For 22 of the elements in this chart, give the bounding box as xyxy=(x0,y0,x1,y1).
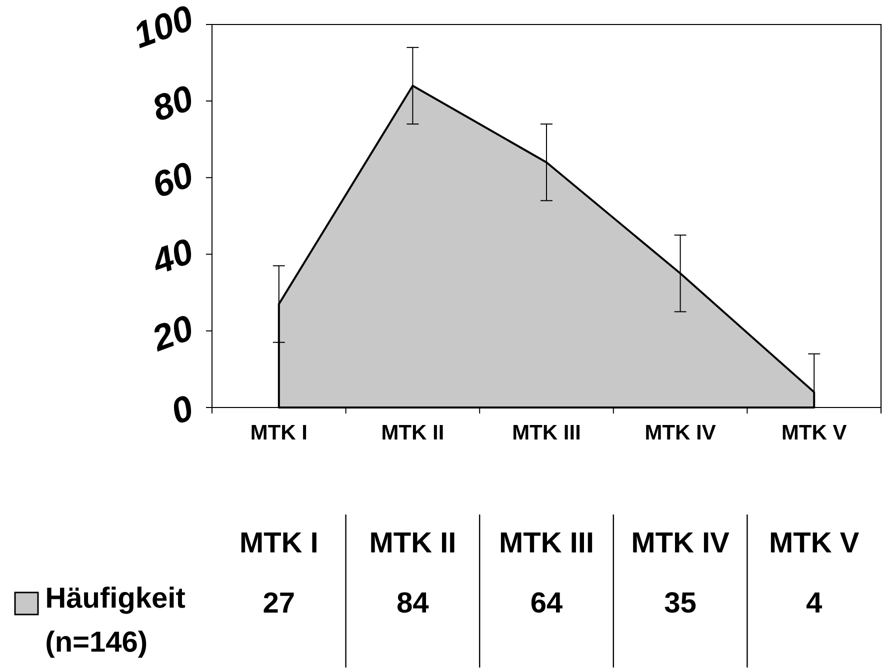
y-tick-label: 20 xyxy=(154,316,192,352)
x-tick-label: MTK V xyxy=(782,424,847,440)
x-tick-label: MTK I xyxy=(252,424,306,440)
category-label: MTK V xyxy=(770,532,859,552)
y-tick-label: 40 xyxy=(155,239,192,272)
data-label: 27 xyxy=(264,592,294,613)
x-tick-label: MTK II xyxy=(382,424,443,440)
category-label: MTK II xyxy=(371,532,454,552)
data-label: 4 xyxy=(806,592,822,612)
y-tick-label: 80 xyxy=(154,86,192,120)
data-label: 84 xyxy=(398,592,429,613)
category-label: MTK IV xyxy=(633,532,730,552)
category-label: MTK III xyxy=(500,532,592,552)
data-label: 64 xyxy=(531,592,562,613)
y-tick-label: 100 xyxy=(136,6,192,48)
y-tick-label: 0 xyxy=(174,396,192,423)
x-tick-label: MTK IV xyxy=(646,424,716,440)
data-label: 35 xyxy=(664,592,696,613)
x-tick-label: MTK III xyxy=(514,424,580,440)
y-tick-label: 60 xyxy=(155,162,192,196)
legend-label: Häufigkeit (n=146) xyxy=(46,586,186,658)
category-label: MTK I xyxy=(241,532,316,552)
